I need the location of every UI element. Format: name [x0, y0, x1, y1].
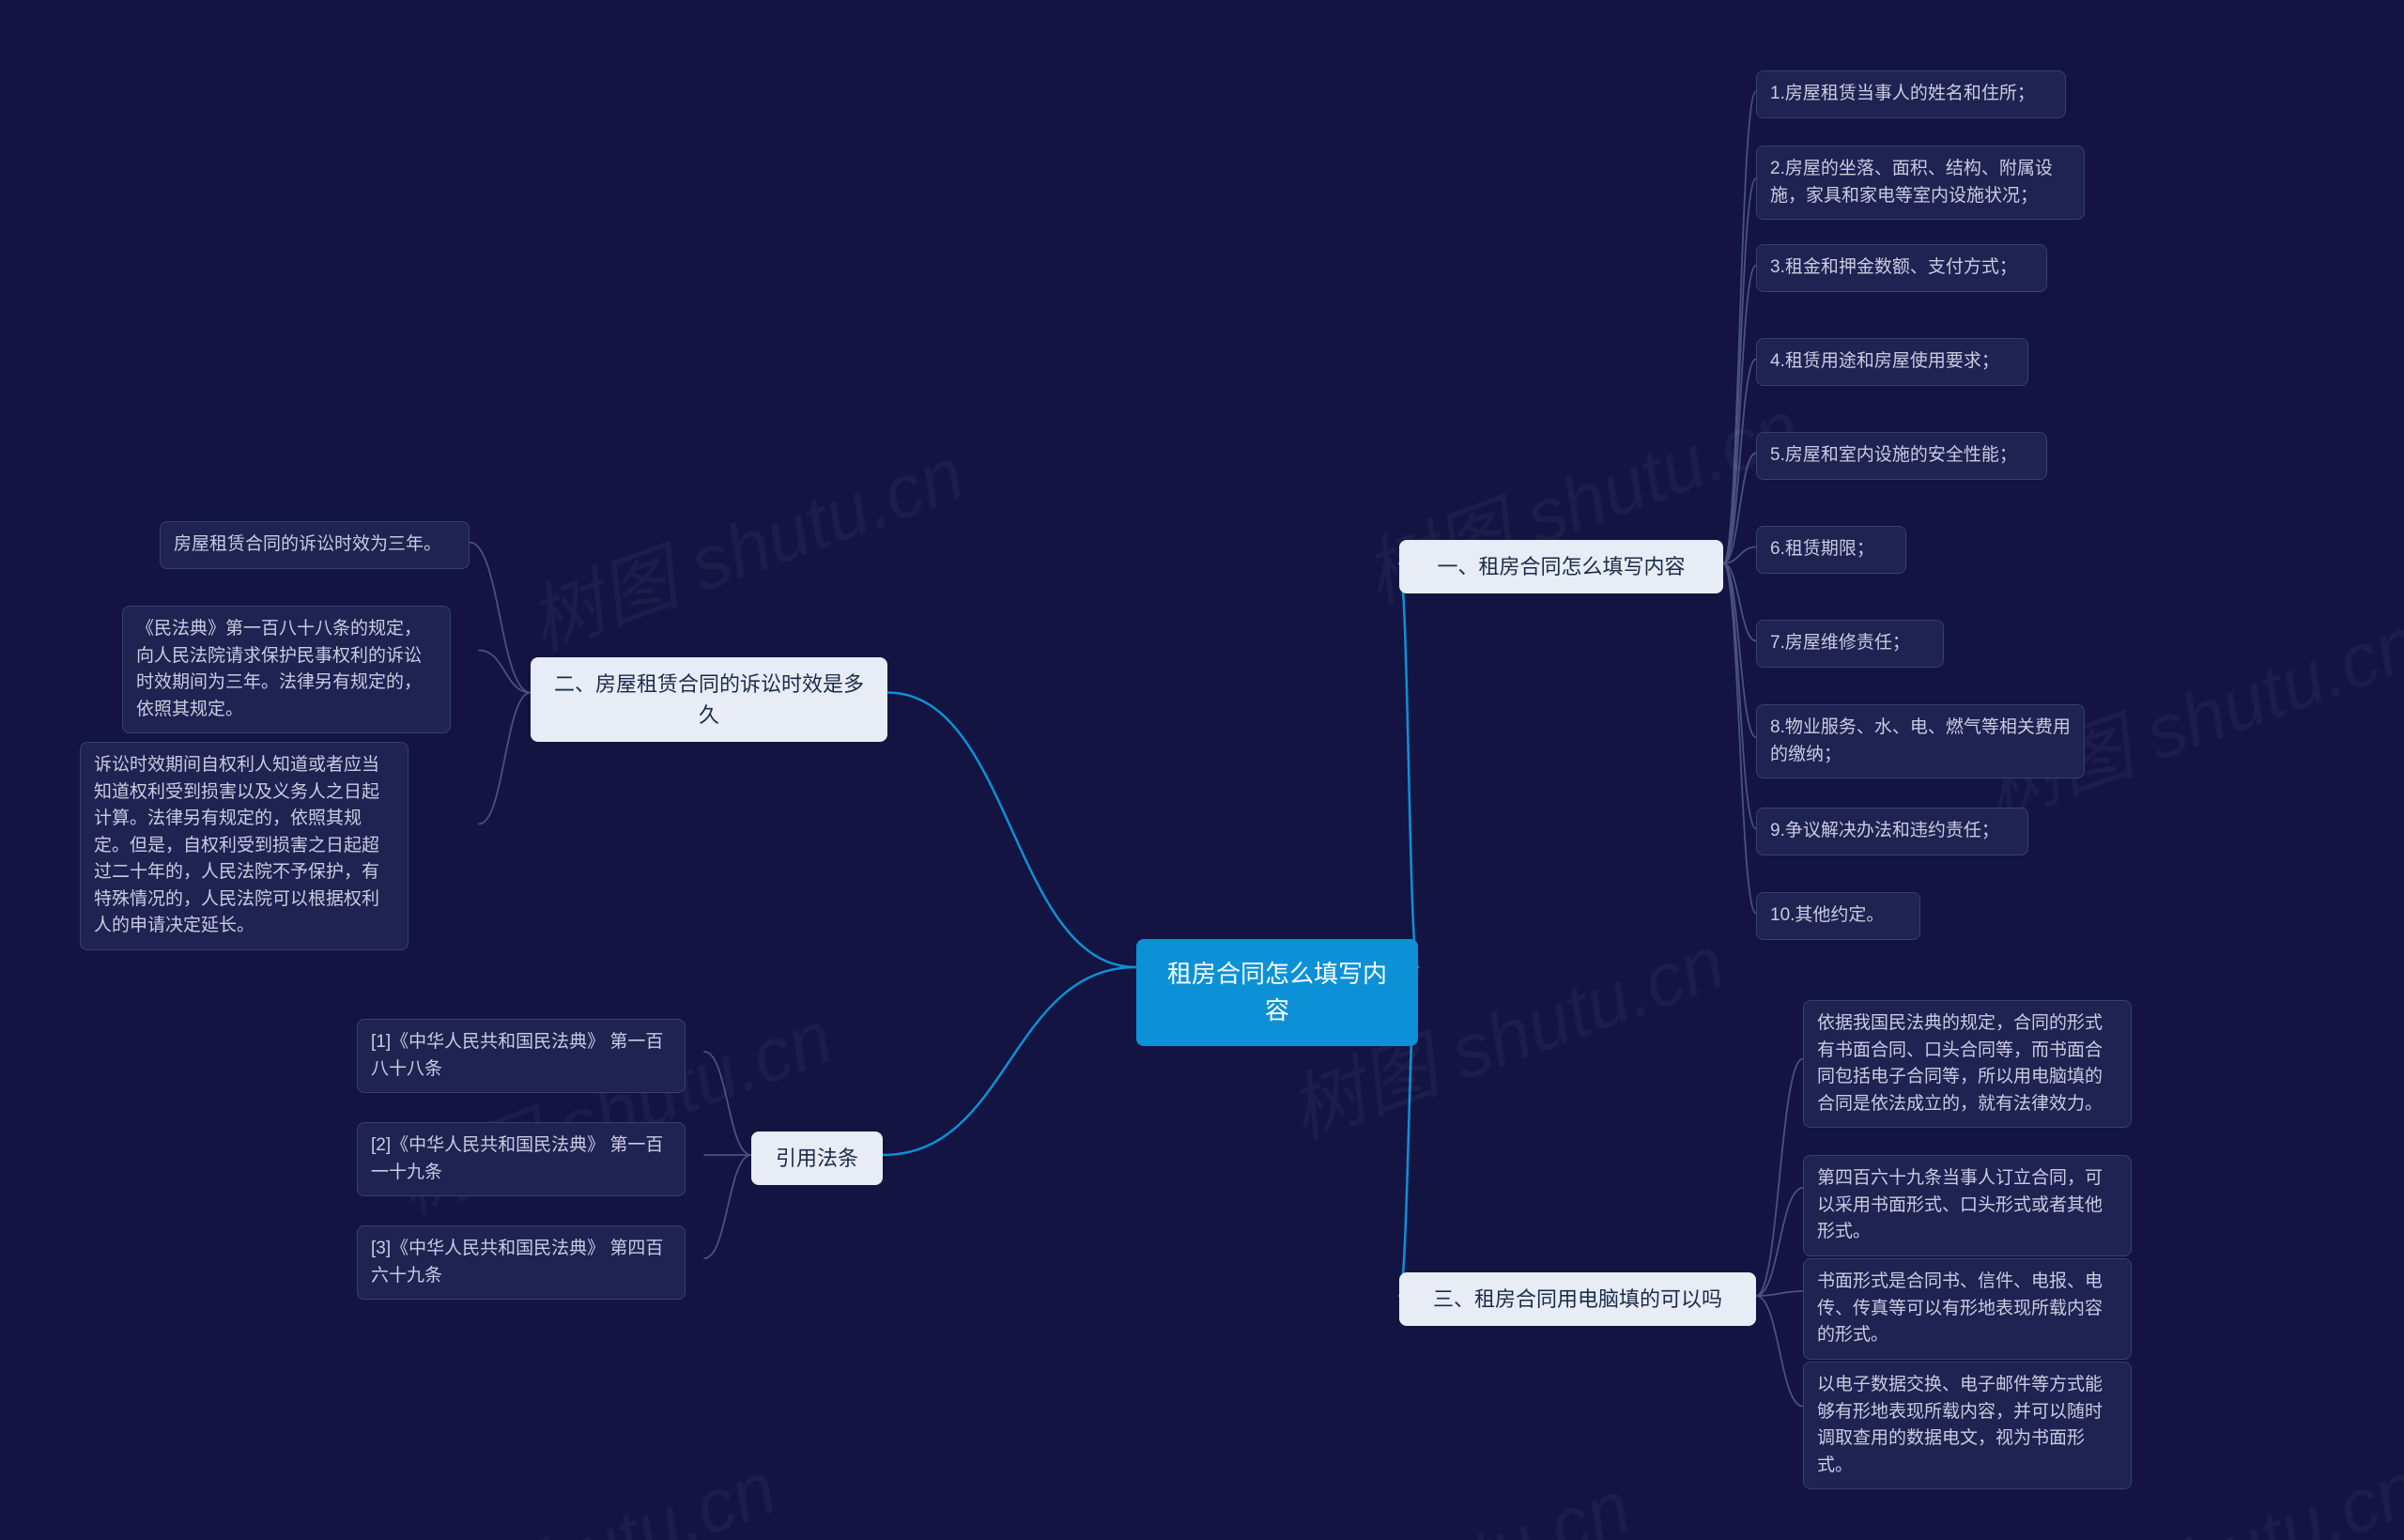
- leaf-node: 9.争议解决办法和违约责任；: [1756, 808, 2028, 855]
- leaf-node: 3.租金和押金数额、支付方式；: [1756, 244, 2047, 292]
- leaf-node: 以电子数据交换、电子邮件等方式能够有形地表现所载内容，并可以随时调取查用的数据电…: [1803, 1362, 2132, 1489]
- watermark: 树图 shutu.cn: [512, 414, 977, 672]
- leaf-node: 5.房屋和室内设施的安全性能；: [1756, 432, 2047, 480]
- leaf-node: 2.房屋的坐落、面积、结构、附属设施，家具和家电等室内设施状况；: [1756, 146, 2085, 220]
- leaf-node: 《民法典》第一百八十八条的规定，向人民法院请求保护民事权利的诉讼时效期间为三年。…: [122, 606, 451, 733]
- watermark: 树图 shutu.cn: [380, 978, 845, 1236]
- leaf-node: 1.房屋租赁当事人的姓名和住所；: [1756, 70, 2066, 118]
- leaf-node: [2]《中华人民共和国民法典》 第一百一十九条: [357, 1122, 686, 1196]
- leaf-node: 7.房屋维修责任；: [1756, 620, 1944, 668]
- watermark: 树图 shutu.cn: [324, 1428, 789, 1540]
- center-node: 租房合同怎么填写内容: [1136, 939, 1418, 1046]
- leaf-node: 房屋租赁合同的诉讼时效为三年。: [160, 521, 470, 569]
- leaf-node: 第四百六十九条当事人订立合同，可以采用书面形式、口头形式或者其他形式。: [1803, 1155, 2132, 1256]
- leaf-node: 6.租赁期限；: [1756, 526, 1906, 574]
- leaf-node: 书面形式是合同书、信件、电报、电传、传真等可以有形地表现所载内容的形式。: [1803, 1258, 2132, 1360]
- leaf-node: [3]《中华人民共和国民法典》 第四百六十九条: [357, 1225, 686, 1300]
- leaf-node: 10.其他约定。: [1756, 892, 1920, 940]
- leaf-node: 依据我国民法典的规定，合同的形式有书面合同、口头合同等，而书面合同包括电子合同等…: [1803, 1000, 2132, 1128]
- watermark: 树图 shutu.cn: [1179, 1447, 1643, 1540]
- branch-node-b1: 一、租房合同怎么填写内容: [1399, 540, 1723, 593]
- leaf-node: 8.物业服务、水、电、燃气等相关费用的缴纳；: [1756, 704, 2085, 778]
- branch-node-b2: 二、房屋租赁合同的诉讼时效是多久: [531, 657, 887, 742]
- leaf-node: [1]《中华人民共和国民法典》 第一百八十八条: [357, 1019, 686, 1093]
- leaf-node: 诉讼时效期间自权利人知道或者应当知道权利受到损害以及义务人之日起计算。法律另有规…: [80, 742, 408, 950]
- branch-node-b4: 引用法条: [751, 1132, 883, 1185]
- leaf-node: 4.租赁用途和房屋使用要求；: [1756, 338, 2028, 386]
- branch-node-b3: 三、租房合同用电脑填的可以吗: [1399, 1272, 1756, 1326]
